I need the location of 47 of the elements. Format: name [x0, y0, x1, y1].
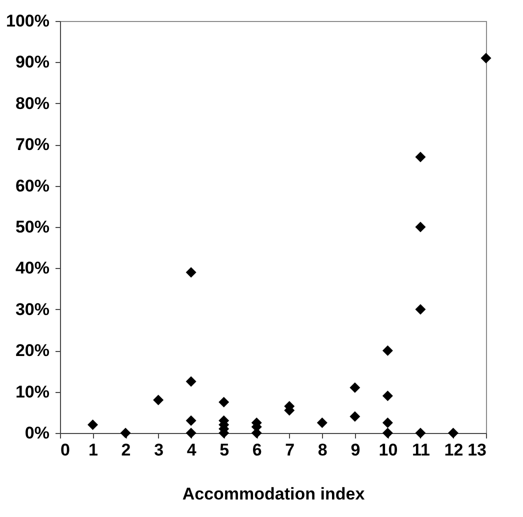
y-tick-label: 10%: [15, 382, 50, 402]
point: [88, 420, 98, 430]
y-tick-label: 20%: [15, 341, 50, 360]
point: [153, 394, 164, 406]
point: [415, 428, 426, 438]
x-tick-label: 5: [220, 440, 230, 460]
point: [186, 376, 196, 387]
x-tick-label: 10: [378, 440, 398, 460]
y-tick-label: 80%: [15, 94, 50, 113]
x-tick-label: 7: [285, 440, 295, 460]
x-tick-label: 0: [60, 440, 70, 460]
x-tick-label: 9: [350, 440, 360, 460]
point: [186, 267, 196, 278]
point: [350, 382, 360, 393]
point: [415, 222, 426, 232]
y-tick-label: 50%: [15, 218, 50, 236]
point: [382, 428, 393, 438]
y-tick-label: 0%: [24, 424, 50, 442]
point: [186, 415, 196, 426]
x-tick-label: 13: [468, 440, 486, 460]
point: [218, 396, 230, 408]
y-tick-label: 60%: [15, 176, 50, 196]
y-tick-label: 90%: [15, 52, 50, 72]
point: [316, 417, 328, 428]
x-axis-title: Accommodation index: [182, 484, 366, 504]
x-tick-label: 4: [186, 440, 197, 460]
y-tick-label: 30%: [15, 300, 50, 319]
point: [480, 52, 492, 64]
point: [382, 417, 393, 428]
x-tick-label: 8: [318, 440, 328, 460]
x-tick-label: 2: [121, 440, 131, 460]
point: [415, 152, 426, 162]
y-tick-label: 100%: [6, 12, 50, 30]
x-tick-label: 3: [154, 440, 164, 460]
x-tick-label: 1: [88, 440, 98, 460]
point: [186, 428, 196, 438]
point: [448, 428, 458, 438]
x-tick-label: 6: [252, 440, 262, 460]
point: [120, 428, 131, 438]
point: [350, 411, 360, 422]
point: [415, 304, 426, 315]
point: [382, 390, 393, 402]
y-tick-label: 70%: [15, 135, 50, 154]
x-tick-label: 12: [444, 440, 464, 460]
point: [382, 345, 393, 356]
y-tick-label: 40%: [15, 258, 50, 278]
x-tick-label: 11: [412, 440, 430, 460]
